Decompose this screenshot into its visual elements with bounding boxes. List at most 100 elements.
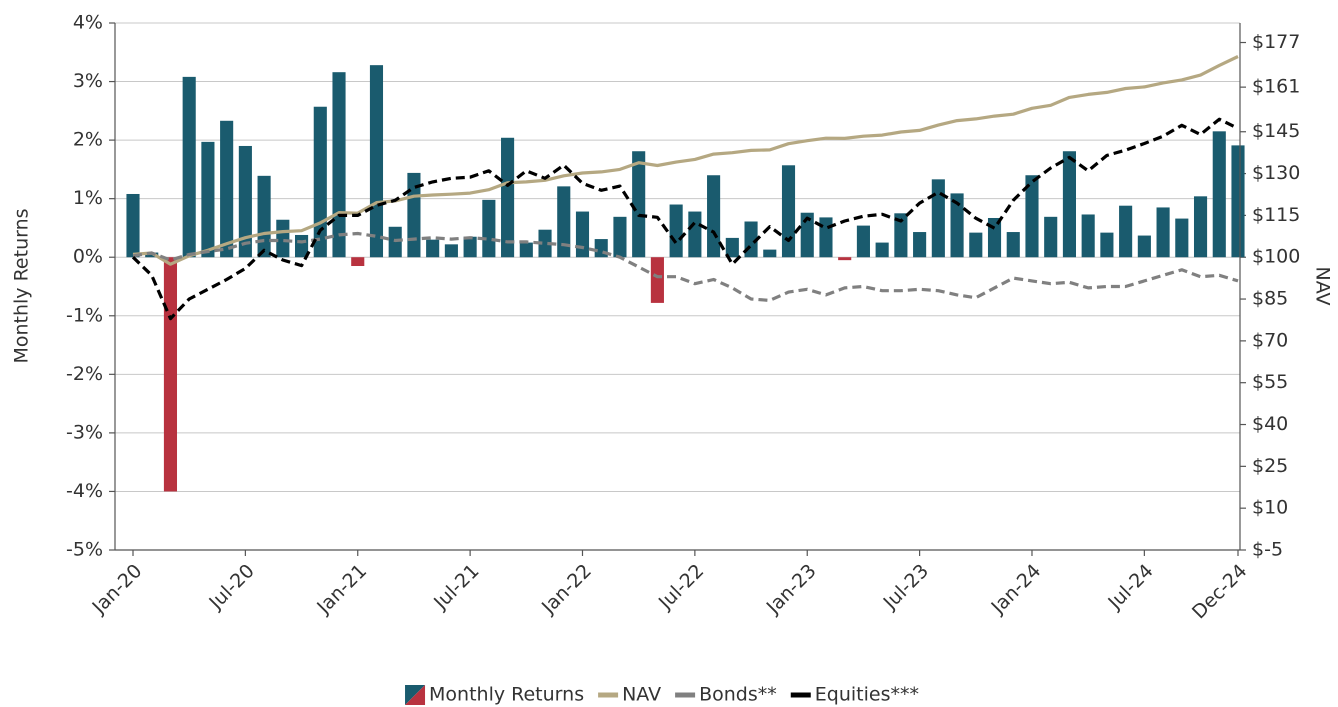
bar xyxy=(163,257,178,492)
legend-swatch xyxy=(405,685,426,705)
bar xyxy=(931,179,945,258)
bar xyxy=(856,225,870,258)
y2-tick-label: $115 xyxy=(1252,204,1300,226)
bar xyxy=(407,172,421,258)
bar xyxy=(669,204,683,258)
bar xyxy=(1212,131,1226,258)
y-tick-label: -4% xyxy=(66,480,103,502)
bar xyxy=(1006,232,1020,258)
bar xyxy=(351,257,365,267)
y2-axis-label: NAV xyxy=(1312,267,1334,306)
line-series xyxy=(132,231,1239,302)
y-tick-label: -5% xyxy=(66,539,103,561)
y-tick-label: 3% xyxy=(73,70,103,92)
bar xyxy=(969,232,983,258)
y2-tick-label: $85 xyxy=(1252,288,1288,310)
bar xyxy=(482,199,496,258)
bar xyxy=(632,151,646,258)
bar xyxy=(1137,235,1151,258)
bar xyxy=(707,175,721,258)
y2-tick-label: $40 xyxy=(1252,413,1288,435)
bar xyxy=(126,193,140,258)
bar xyxy=(613,216,627,258)
bar xyxy=(894,213,908,258)
bar xyxy=(463,236,477,258)
x-tick-label: Jul-20 xyxy=(204,560,258,614)
y2-tick-label: $25 xyxy=(1252,455,1288,477)
bar xyxy=(1193,196,1208,258)
x-tick-label: Dec-24 xyxy=(1188,560,1252,624)
bar xyxy=(276,219,290,258)
bar xyxy=(257,175,271,258)
y2-tick-label: $100 xyxy=(1252,246,1300,268)
bar xyxy=(575,211,590,258)
y2-tick-label: $10 xyxy=(1252,497,1288,519)
bar xyxy=(1119,205,1133,258)
bar xyxy=(182,76,196,258)
bar xyxy=(781,165,796,258)
bar xyxy=(1062,151,1076,258)
bar xyxy=(444,244,458,258)
bar xyxy=(557,186,571,258)
bar xyxy=(1081,214,1095,258)
x-tick-label: Jan-22 xyxy=(537,560,596,619)
y2-tick-label: $55 xyxy=(1252,371,1288,393)
y2-tick-label: $-5 xyxy=(1252,539,1283,561)
y-tick-label: -1% xyxy=(66,304,103,326)
bar xyxy=(201,141,215,258)
y-tick-label: -3% xyxy=(66,421,103,443)
x-tick-label: Jul-21 xyxy=(429,560,483,614)
x-tick-label: Jul-23 xyxy=(879,560,933,614)
y2-tick-label: $145 xyxy=(1252,120,1300,142)
bar xyxy=(1025,175,1039,258)
bar xyxy=(913,232,927,258)
bar xyxy=(538,229,552,258)
x-tick-label: Jul-24 xyxy=(1103,560,1157,614)
x-tick-label: Jan-23 xyxy=(762,560,821,619)
x-tick-label: Jan-24 xyxy=(986,560,1045,619)
bar xyxy=(238,145,252,258)
y2-tick-label: $130 xyxy=(1252,162,1300,184)
bar xyxy=(838,257,852,261)
bar xyxy=(688,211,702,258)
line-series xyxy=(132,55,1239,266)
x-tick-label: Jul-22 xyxy=(654,560,708,614)
y-tick-label: 4% xyxy=(73,12,103,34)
legend-label: Monthly Returns xyxy=(429,684,584,706)
bar xyxy=(369,65,384,258)
bar xyxy=(763,249,777,258)
bar xyxy=(1044,216,1058,258)
legend-label: Bonds** xyxy=(699,684,777,706)
y-tick-label: -2% xyxy=(66,363,103,385)
y2-tick-label: $161 xyxy=(1252,76,1300,98)
y-tick-label: 2% xyxy=(73,129,103,151)
bar xyxy=(819,217,833,258)
y-axis-label: Monthly Returns xyxy=(11,208,33,363)
bar xyxy=(519,242,533,258)
bar xyxy=(725,237,739,258)
x-tick-label: Jan-20 xyxy=(88,560,147,619)
bar xyxy=(426,239,440,258)
bar xyxy=(1231,145,1245,258)
bar xyxy=(501,137,515,258)
bar xyxy=(1100,232,1114,258)
y2-tick-label: $70 xyxy=(1252,329,1288,351)
y-tick-label: 1% xyxy=(73,187,103,209)
legend-label: Equities*** xyxy=(815,684,919,706)
bar xyxy=(313,106,327,258)
legend-label: NAV xyxy=(622,684,661,706)
bar xyxy=(950,193,964,258)
bar xyxy=(332,72,346,258)
y-tick-label: 0% xyxy=(73,246,103,268)
bar xyxy=(1175,218,1189,258)
bar xyxy=(145,252,159,258)
y2-tick-label: $177 xyxy=(1252,31,1300,53)
bar xyxy=(800,212,814,258)
bar xyxy=(1156,207,1170,258)
bar xyxy=(220,120,234,258)
bar xyxy=(875,242,889,258)
bar xyxy=(650,257,664,303)
legend: Monthly Returns NAV Bonds** Equities*** xyxy=(405,684,919,706)
x-tick-label: Jan-21 xyxy=(312,560,371,619)
